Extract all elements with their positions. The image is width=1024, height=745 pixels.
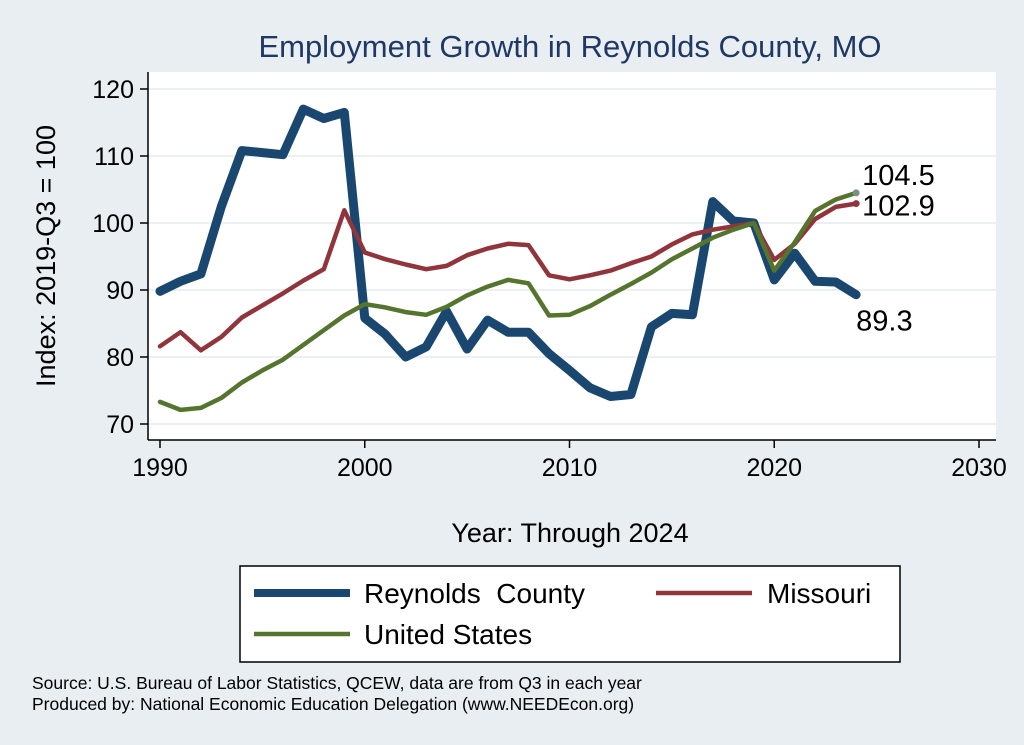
end-label-reynolds: 89.3 — [856, 306, 912, 338]
y-tick-label-80: 80 — [106, 344, 134, 372]
y-axis-title: Index: 2019-Q3 = 100 — [31, 125, 61, 387]
axes: 70 80 90 100 110 120 1990 2000 2010 2020 2030 — [92, 72, 1007, 482]
series-line-united-states — [157, 190, 859, 413]
x-axis-title: Year: Through 2024 — [451, 518, 688, 548]
y-tick-label-120: 120 — [92, 76, 134, 104]
x-tick-label-2020: 2020 — [746, 454, 802, 482]
x-tick-label-1990: 1990 — [132, 454, 188, 482]
legend-label-missouri: Missouri — [767, 578, 871, 609]
legend-box — [239, 565, 901, 663]
y-tick-label-100: 100 — [92, 210, 134, 238]
producer-note: Produced by: National Economic Education… — [32, 694, 634, 714]
legend-label-united-states: United States — [364, 619, 532, 650]
source-note: Source: U.S. Bureau of Labor Statistics,… — [32, 673, 642, 693]
chart-title: Employment Growth in Reynolds County, MO — [258, 29, 881, 64]
x-tick-label-2000: 2000 — [337, 454, 393, 482]
x-tick-label-2030: 2030 — [951, 454, 1007, 482]
y-tick-label-110: 110 — [94, 143, 134, 171]
y-tick-label-90: 90 — [106, 277, 134, 305]
x-tick-label-2010: 2010 — [542, 454, 598, 482]
series-line-reynolds — [155, 104, 861, 401]
end-label-missouri: 102.9 — [862, 191, 935, 223]
y-tick-label-70: 70 — [106, 411, 134, 439]
data-series — [155, 104, 861, 413]
end-label-united-states: 104.5 — [862, 160, 935, 192]
end-marker-united-states — [852, 189, 860, 197]
legend-label-reynolds: Reynolds County — [364, 578, 585, 609]
plot-area — [148, 72, 996, 440]
end-marker-missouri — [852, 200, 860, 208]
legend: Reynolds County Missouri United States — [239, 565, 901, 663]
